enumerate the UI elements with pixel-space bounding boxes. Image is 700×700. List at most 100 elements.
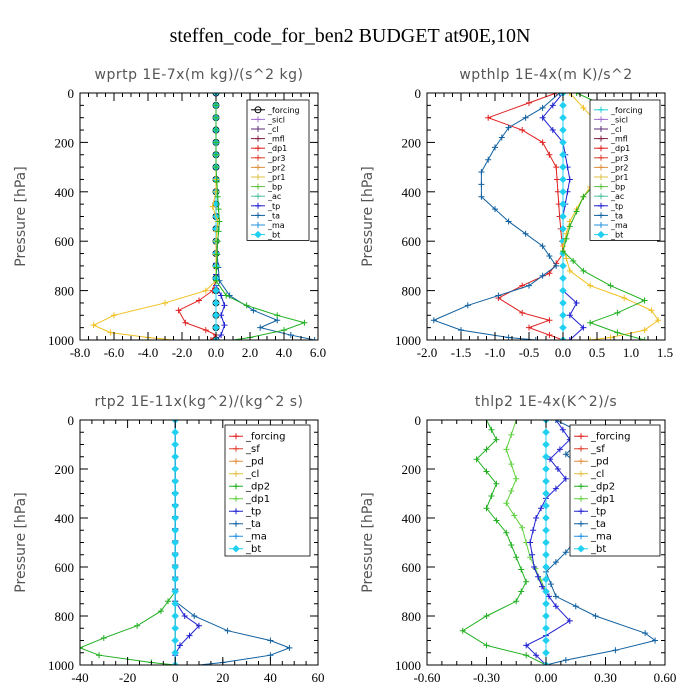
legend-label: _dp1 (590, 494, 615, 505)
series-group (90, 93, 318, 340)
x-tick-label: -2.0 (172, 345, 193, 360)
legend-swatch-marker (255, 126, 261, 132)
data-point (566, 93, 573, 96)
data-point (655, 317, 662, 324)
data-point (488, 426, 495, 433)
legend-swatch-marker (598, 222, 604, 228)
data-point (559, 113, 567, 122)
legend-swatch-marker (255, 183, 261, 190)
legend-swatch-marker (233, 495, 239, 502)
data-point (562, 451, 569, 458)
y-tick-label: 0 (415, 413, 422, 428)
x-tick-label: 0.00 (535, 670, 558, 685)
legend-box (589, 99, 661, 241)
legend-swatch-marker (255, 222, 261, 228)
data-point (207, 337, 214, 340)
data-point (171, 465, 180, 473)
data-point (162, 299, 168, 306)
legend-label: _bt (245, 544, 261, 555)
series-unnamed-14 (90, 93, 221, 340)
chart-panel-4: thlp2 1E-4x(K^2)/s Pressure [hPa] -0.60 -0.… (360, 394, 676, 685)
data-point (553, 93, 560, 96)
data-point (566, 337, 573, 340)
data-point (526, 324, 532, 331)
data-point (554, 466, 561, 472)
data-point (559, 212, 567, 221)
legend-label: _sf (245, 444, 260, 455)
x-tick-label: 0.30 (594, 670, 617, 685)
page-title: steffen_code_for_ben2 BUDGET at90E,10N (170, 25, 531, 47)
x-tick-label: 0.5 (589, 345, 605, 360)
data-point (90, 322, 97, 329)
data-point (566, 617, 573, 624)
data-point (642, 630, 649, 637)
data-point (542, 538, 550, 547)
legend-label: _pd (590, 456, 609, 467)
data-point (107, 329, 114, 336)
legend-label: _tp (590, 506, 606, 517)
data-point (587, 282, 594, 289)
x-tick-label: -20 (119, 670, 136, 685)
data-point (503, 446, 510, 453)
data-point (607, 282, 614, 289)
data-point (505, 218, 512, 225)
legend-box (246, 99, 310, 241)
data-point (552, 485, 559, 492)
legend-swatch-marker (598, 164, 604, 171)
data-point (111, 312, 117, 319)
legend-label: _mfl (267, 135, 285, 144)
data-point (542, 477, 550, 486)
data-point (213, 127, 219, 134)
data-point (559, 175, 567, 184)
data-point (202, 287, 209, 294)
data-point (171, 477, 180, 486)
data-point (538, 505, 545, 512)
data-point (542, 501, 550, 510)
data-point (430, 317, 437, 324)
data-point (546, 317, 553, 324)
legend-swatch-marker (233, 445, 239, 452)
data-point (573, 93, 580, 96)
data-point (539, 243, 546, 250)
legend-swatch-marker (578, 433, 584, 440)
legend-label: _bt (267, 231, 280, 240)
legend-swatch-marker (254, 230, 262, 239)
data-point (559, 274, 567, 283)
data-point (566, 176, 573, 183)
legend-label: _pr2 (267, 163, 285, 172)
data-point (570, 257, 577, 264)
data-point (485, 156, 492, 163)
legend-label: _cl (610, 125, 622, 134)
data-point (612, 647, 619, 654)
data-point (212, 286, 220, 295)
legend-swatch-marker (598, 135, 604, 142)
legend-box (224, 424, 311, 557)
y-tick-label: 600 (402, 234, 422, 249)
series-bt (171, 420, 180, 665)
legend-swatch-marker (255, 135, 261, 142)
data-point (535, 573, 542, 580)
legend-swatch-marker (233, 433, 239, 440)
data-point (186, 632, 193, 639)
x-tick-label: -4.0 (138, 345, 159, 360)
x-tick-label: 6.0 (310, 345, 326, 360)
x-tick-label: 20 (216, 670, 229, 685)
data-point (542, 575, 550, 584)
legend-label: _pd (245, 456, 264, 467)
data-point (559, 138, 567, 147)
y-axis-label: Pressure [hPa] (360, 166, 376, 266)
legend: _forcing _sf_pd _cl_dp2 _dp1_tp _ta_ma _bt (224, 424, 311, 557)
data-point (171, 599, 180, 608)
data-point (286, 644, 293, 651)
data-point (215, 228, 222, 235)
series-bt (542, 420, 550, 665)
data-point (488, 492, 495, 499)
y-tick-label: 600 (55, 560, 75, 575)
legend-swatch-marker (255, 212, 261, 219)
data-point (274, 312, 281, 319)
data-point (559, 200, 567, 209)
data-point (212, 323, 220, 332)
data-point (587, 337, 594, 340)
data-point (212, 311, 220, 320)
legend-label: _dp1 (245, 494, 270, 505)
